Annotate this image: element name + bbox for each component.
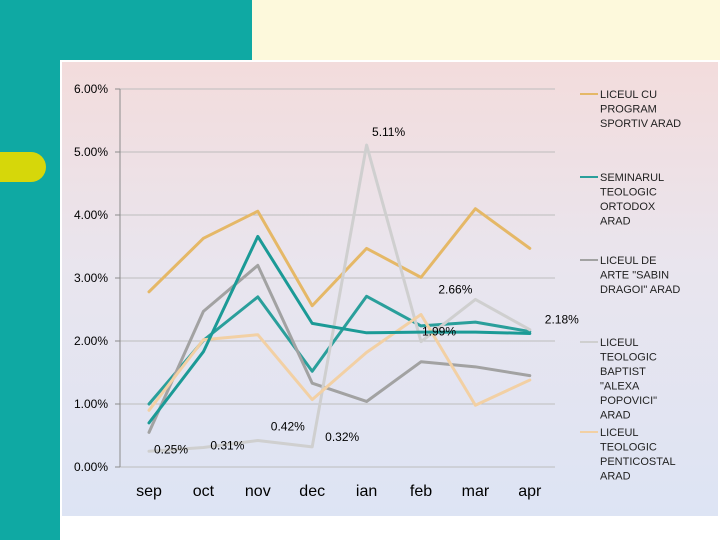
- decorative-yellow-tab: [0, 152, 46, 182]
- legend-label: SEMINARUL TEOLOGIC ORTODOX ARAD: [600, 172, 664, 228]
- x-tick-label: mar: [462, 483, 490, 500]
- x-axis: sep oct nov dec ian feb mar apr: [136, 483, 542, 500]
- y-tick-label: 5.00%: [74, 145, 108, 159]
- legend-entry-3: LICEUL DE ARTE "SABIN DRAGOI" ARAD: [580, 255, 680, 296]
- legend-label: LICEUL TEOLOGIC PENTICOSTAL ARAD: [600, 427, 676, 483]
- legend-label-line: LICEUL: [600, 427, 639, 439]
- legend-label-line: LICEUL DE: [600, 255, 656, 267]
- data-label: 0.32%: [325, 430, 359, 444]
- legend-label-line: ARAD: [600, 471, 631, 483]
- x-tick-label: ian: [356, 483, 377, 500]
- legend-label-line: ARTE "SABIN: [600, 270, 669, 282]
- legend-label-line: PROGRAM: [600, 104, 657, 116]
- x-tick-label: oct: [193, 483, 215, 500]
- x-tick-label: feb: [410, 483, 432, 500]
- series-line-6: [147, 234, 532, 425]
- legend-label-line: TEOLOGIC: [600, 352, 657, 364]
- y-axis: 0.00% 1.00% 2.00% 3.00% 4.00% 5.00% 6.00%: [74, 82, 121, 474]
- data-label: 0.25%: [154, 442, 188, 456]
- series-line-1: [147, 207, 532, 308]
- chart-panel: [62, 62, 718, 516]
- legend-label-line: POPOVICI": [600, 395, 657, 407]
- data-label: 0.42%: [271, 420, 305, 434]
- legend-label-line: SPORTIV ARAD: [600, 118, 681, 130]
- y-tick-label: 3.00%: [74, 271, 108, 285]
- data-label: 5.11%: [372, 125, 405, 139]
- decorative-cream-band: [252, 0, 720, 60]
- gridlines: [120, 88, 555, 468]
- y-tick-label: 0.00%: [74, 460, 108, 474]
- legend-label-line: TEOLOGIC: [600, 442, 657, 454]
- legend-label-line: LICEUL CU: [600, 89, 657, 101]
- legend-label: LICEUL CU PROGRAM SPORTIV ARAD: [600, 89, 681, 130]
- legend-label-line: ARAD: [600, 216, 631, 228]
- legend-label-line: TEOLOGIC: [600, 187, 657, 199]
- series-lines: [147, 143, 532, 453]
- series-line-4: [147, 143, 532, 453]
- legend-label-line: ORTODOX: [600, 201, 656, 213]
- decorative-teal-band: [0, 0, 252, 60]
- legend-entry-5: LICEUL TEOLOGIC PENTICOSTAL ARAD: [580, 427, 676, 483]
- legend-label: LICEUL DE ARTE "SABIN DRAGOI" ARAD: [600, 255, 680, 296]
- x-tick-label: dec: [299, 483, 325, 500]
- decorative-teal-side: [0, 60, 60, 540]
- data-label: 1.99%: [422, 325, 456, 339]
- series-line-5: [147, 313, 532, 412]
- legend-label-line: LICEUL: [600, 337, 639, 349]
- legend-entry-1: LICEUL CU PROGRAM SPORTIV ARAD: [580, 89, 681, 130]
- x-tick-label: sep: [136, 483, 162, 500]
- legend-label: LICEUL TEOLOGIC BAPTIST "ALEXA POPOVICI" ARAD: [600, 337, 657, 422]
- x-tick-label: nov: [245, 483, 271, 500]
- legend-entry-4: LICEUL TEOLOGIC BAPTIST "ALEXA POPOVICI" ARAD: [580, 337, 657, 422]
- legend-entry-2: SEMINARUL TEOLOGIC ORTODOX ARAD: [580, 172, 664, 228]
- data-labels: 0.25% 0.31% 0.42% 0.32% 5.11% 1.99% 2.66% 2.18%: [154, 125, 579, 456]
- y-tick-label: 6.00%: [74, 82, 108, 96]
- y-tick-label: 4.00%: [74, 208, 108, 222]
- legend-label-line: "ALEXA: [600, 381, 640, 393]
- data-label: 0.31%: [210, 438, 244, 452]
- series-line-3: [147, 263, 532, 434]
- x-tick-label: apr: [518, 483, 542, 500]
- y-tick-label: 1.00%: [74, 397, 108, 411]
- legend-label-line: BAPTIST: [600, 366, 646, 378]
- legend-label-line: SEMINARUL: [600, 172, 664, 184]
- data-label: 2.18%: [545, 313, 579, 327]
- legend: LICEUL CU PROGRAM SPORTIV ARAD SEMINARUL TEO…: [580, 89, 681, 483]
- y-tick-label: 2.00%: [74, 334, 108, 348]
- legend-label-line: ARAD: [600, 410, 631, 422]
- data-label: 2.66%: [438, 282, 472, 296]
- series-line-2: [147, 294, 532, 406]
- legend-label-line: PENTICOSTAL: [600, 456, 676, 468]
- legend-label-line: DRAGOI" ARAD: [600, 284, 680, 296]
